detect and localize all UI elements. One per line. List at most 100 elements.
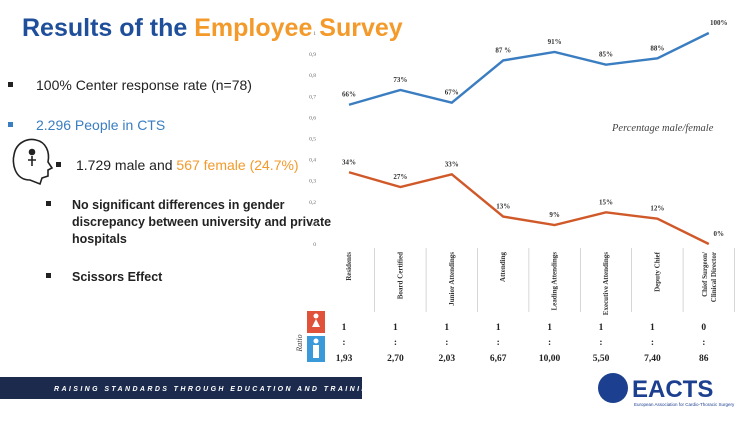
data-label: 0%: [714, 230, 725, 238]
bullet-mark: [46, 201, 51, 206]
x-tick-label: Executive Attendings: [602, 252, 610, 315]
x-tick-label: Deputy Chief: [653, 251, 661, 292]
bullet-mark: [46, 273, 51, 278]
ratio-female: 1: [650, 323, 655, 333]
series-line: [348, 31, 710, 106]
ratio-separator: :: [548, 338, 551, 348]
x-tick-label: Attending: [499, 252, 507, 282]
female-icon: [307, 311, 325, 333]
bullet: 2.296 People in CTS: [36, 117, 165, 133]
title-highlight: Employee Survey: [194, 14, 403, 42]
data-label: 33%: [445, 160, 459, 168]
logo-emblem: [598, 373, 628, 403]
point-line: hospitals: [72, 232, 127, 246]
ratio-separator: :: [497, 338, 500, 348]
y-tick-label: 0,4: [309, 158, 316, 164]
data-label: 85%: [599, 51, 613, 59]
y-tick-label: 0: [313, 242, 316, 248]
y-tick-label: 0,7: [309, 94, 316, 100]
bullet-mark: [56, 162, 61, 167]
icon-figure: [313, 338, 319, 344]
icon-figure: [313, 313, 319, 319]
x-tick-label: Leading Attendings: [551, 252, 559, 311]
sub-bullet-highlight: 567 female (24.7%): [176, 157, 298, 173]
ratio-female: 1: [342, 323, 347, 333]
ratio-separator: :: [394, 338, 397, 348]
logo-text: EACTS: [632, 376, 713, 403]
annotation: Percentage male/female: [611, 123, 714, 134]
x-tick-label: Chief Surgeon/Clinical Director: [701, 251, 718, 302]
point: Scissors Effect: [72, 270, 163, 284]
x-tick-label-line: Clinical Director: [710, 252, 718, 302]
x-tick-label: Residents: [345, 252, 353, 281]
ratio-male: 2,03: [438, 354, 455, 364]
bullet-mark: [8, 122, 13, 127]
x-tick-label: Board Certified: [396, 252, 404, 299]
icon-figure: [28, 156, 36, 166]
ratio-male: 2,70: [387, 354, 404, 364]
y-tick-label: 0,3: [309, 179, 316, 185]
title: Results of the Employee Survey: [22, 14, 403, 42]
data-label: 88%: [650, 44, 664, 52]
head-icon: [12, 138, 54, 186]
ratio-female: 1: [547, 323, 552, 333]
ratio-separator: :: [342, 338, 345, 348]
data-label: 9%: [549, 211, 560, 219]
chart: 0 0,1 0,2 0,3 0,4 0,5 0,6 0,7 0,8 0,9 1 66% 73% 67% 87…: [309, 19, 735, 315]
y-tick-label: 0,6: [309, 115, 316, 121]
ratio-separator: :: [702, 338, 705, 348]
ratio-separator: :: [599, 338, 602, 348]
ratio-male: 10,00: [539, 354, 561, 364]
series-line: [348, 171, 710, 246]
x-tick-label: Junior Attendings: [448, 252, 456, 306]
data-label: 15%: [599, 198, 613, 206]
ratio-male: 1,93: [336, 354, 353, 364]
y-tick-label: 0,8: [309, 73, 316, 79]
sub-bullet: 1.729 male and 567 female (24.7%): [76, 157, 299, 173]
title-part: Results of the: [22, 14, 194, 42]
icon-figure: [313, 345, 319, 358]
ratio-separator: :: [651, 338, 654, 348]
data-label: 87 %: [495, 46, 511, 54]
bullet: 100% Center response rate (n=78): [36, 77, 252, 93]
footer-band: [0, 377, 362, 399]
ratio-male: 86: [699, 354, 709, 364]
point-line: discrepancy between university and priva…: [72, 215, 331, 229]
y-tick-label: 0,1: [309, 221, 316, 227]
ratio-female: 1: [599, 323, 604, 333]
data-label: 100%: [710, 19, 728, 27]
logo-subtext: European Association for Cardio-Thoracic…: [634, 402, 735, 407]
data-label: 67%: [445, 89, 459, 97]
ratio-male: 7,40: [644, 354, 661, 364]
ratio-female: 1: [496, 323, 501, 333]
data-label: 13%: [496, 203, 510, 211]
ratio-separator: :: [445, 338, 448, 348]
ratio-male: 5,50: [593, 354, 610, 364]
y-tick-label: 0,2: [309, 200, 316, 206]
head-outline: [12, 138, 54, 186]
footer-text: RAISING STANDARDS THROUGH EDUCATION AND …: [54, 386, 377, 393]
ratio-female: 1: [444, 323, 449, 333]
point-line: No significant differences in gender: [72, 198, 285, 212]
y-tick-label: 0,9: [309, 52, 316, 58]
ratio-female: 1: [393, 323, 398, 333]
data-label: 12%: [650, 205, 664, 213]
icon-figure: [28, 148, 36, 156]
data-label: 91%: [548, 38, 562, 46]
data-label: 34%: [342, 158, 356, 166]
ratio-male: 6,67: [490, 354, 507, 364]
x-tick-label-line: Chief Surgeon/: [701, 251, 709, 297]
ratio-label: Ratio: [295, 334, 304, 352]
y-tick-label: 1: [313, 31, 316, 37]
ratio-female: 0: [701, 323, 706, 333]
data-label: 73%: [393, 76, 407, 84]
male-icon: [307, 336, 325, 362]
data-label: 27%: [393, 173, 407, 181]
bullet-mark: [8, 82, 13, 87]
icon-figure: [312, 319, 320, 327]
y-tick-label: 0,5: [309, 137, 316, 143]
sub-bullet-part: 1.729 male and: [76, 157, 176, 173]
data-label: 66%: [342, 91, 356, 99]
